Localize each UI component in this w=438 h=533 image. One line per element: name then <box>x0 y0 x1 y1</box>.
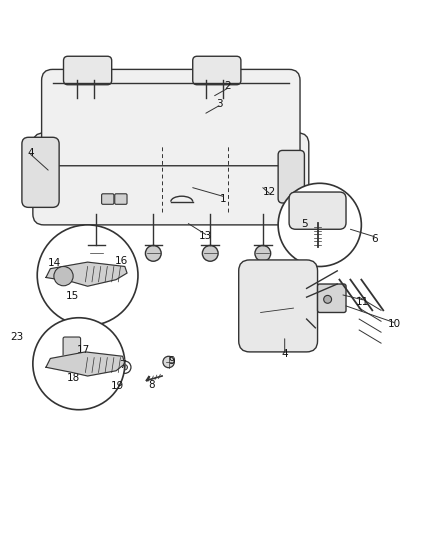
FancyBboxPatch shape <box>64 56 112 85</box>
Circle shape <box>163 356 174 368</box>
FancyBboxPatch shape <box>102 194 114 204</box>
Text: 13: 13 <box>199 231 212 241</box>
Circle shape <box>119 361 131 374</box>
Circle shape <box>88 246 104 261</box>
Text: 15: 15 <box>66 291 79 301</box>
FancyBboxPatch shape <box>33 133 309 225</box>
Circle shape <box>255 246 271 261</box>
Polygon shape <box>46 262 127 286</box>
Text: 16: 16 <box>115 256 128 266</box>
Circle shape <box>37 225 138 326</box>
Circle shape <box>202 246 218 261</box>
Text: 6: 6 <box>371 234 378 244</box>
Text: 14: 14 <box>48 258 61 268</box>
Text: 18: 18 <box>67 373 80 383</box>
Text: 3: 3 <box>215 99 223 109</box>
Circle shape <box>278 183 361 266</box>
Text: 17: 17 <box>77 345 90 355</box>
FancyBboxPatch shape <box>63 337 81 358</box>
Text: 4: 4 <box>281 349 288 359</box>
Text: 8: 8 <box>148 379 155 390</box>
Circle shape <box>54 266 73 286</box>
Text: 10: 10 <box>388 319 401 329</box>
Text: 9: 9 <box>169 356 176 366</box>
FancyBboxPatch shape <box>42 69 300 166</box>
Text: 4: 4 <box>27 148 34 158</box>
Text: 5: 5 <box>301 219 308 229</box>
FancyBboxPatch shape <box>318 284 346 312</box>
FancyBboxPatch shape <box>22 138 59 207</box>
Text: 12: 12 <box>263 187 276 197</box>
Text: 2: 2 <box>224 81 231 91</box>
FancyBboxPatch shape <box>193 56 241 85</box>
FancyBboxPatch shape <box>289 192 346 229</box>
Circle shape <box>33 318 125 410</box>
Text: 19: 19 <box>111 381 124 391</box>
Circle shape <box>324 295 332 303</box>
Circle shape <box>145 246 161 261</box>
FancyBboxPatch shape <box>278 150 304 203</box>
Text: 7: 7 <box>119 360 126 370</box>
Circle shape <box>122 365 127 370</box>
FancyBboxPatch shape <box>115 194 127 204</box>
FancyBboxPatch shape <box>239 260 318 352</box>
Polygon shape <box>46 352 125 376</box>
Text: 23: 23 <box>10 332 23 342</box>
Text: 11: 11 <box>356 296 369 306</box>
Text: 1: 1 <box>220 193 227 204</box>
